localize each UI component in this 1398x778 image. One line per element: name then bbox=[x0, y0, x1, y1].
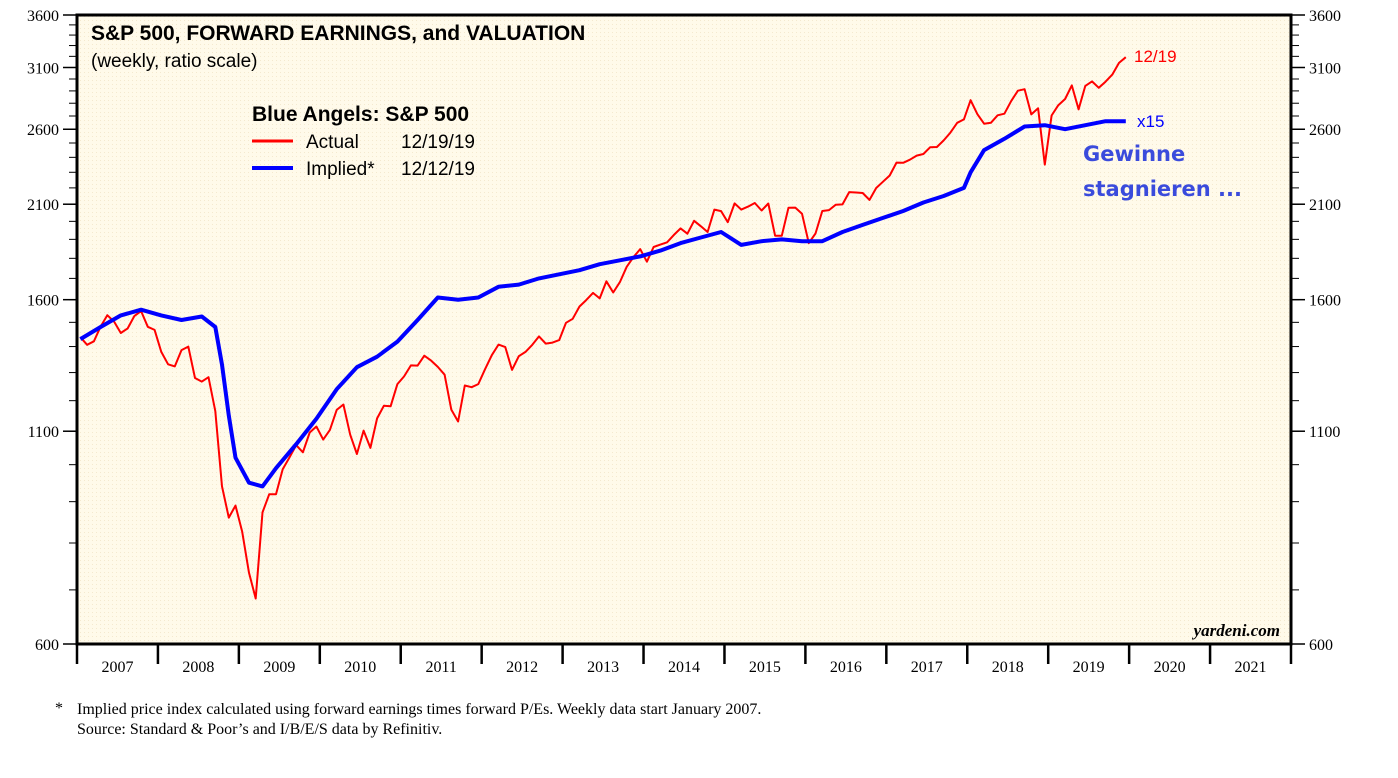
footnote-line-1: Implied price index calculated using for… bbox=[77, 701, 761, 718]
x-tick-label: 2016 bbox=[830, 659, 862, 676]
y-tick-label-left: 1100 bbox=[28, 424, 59, 441]
legend-date-actual: 12/19/19 bbox=[401, 132, 475, 153]
y-tick-label-right: 2100 bbox=[1309, 197, 1341, 214]
legend-label-actual: Actual bbox=[306, 132, 359, 153]
x-tick-label: 2014 bbox=[668, 659, 700, 676]
x-tick-label: 2008 bbox=[182, 659, 214, 676]
series-line-implied bbox=[79, 119, 1126, 489]
y-axis: 600 600 1100 1100 1600 1600 2100 2100 2600 2600 31… bbox=[27, 8, 1341, 654]
y-tick-label-right: 3600 bbox=[1309, 8, 1341, 25]
legend: Blue Angels: S&P 500 Actual 12/19/19 Imp… bbox=[252, 103, 475, 180]
footnote-line-2: Source: Standard & Poor’s and I/B/E/S da… bbox=[77, 721, 442, 738]
chart-subtitle: (weekly, ratio scale) bbox=[91, 51, 257, 72]
y-tick-label-left: 2600 bbox=[27, 122, 59, 139]
plot-border bbox=[75, 13, 1293, 646]
y-tick-label-right: 3100 bbox=[1309, 60, 1341, 77]
x-tick-label: 2010 bbox=[344, 659, 376, 676]
y-tick-label-left: 600 bbox=[35, 637, 59, 654]
series-lines bbox=[79, 56, 1127, 600]
x-tick-label: 2015 bbox=[749, 659, 781, 676]
x-axis: 2007 2008 2009 2010 2011 2012 2013 2014 2015 2016… bbox=[75, 644, 1293, 676]
chart-title: S&P 500, FORWARD EARNINGS, and VALUATION bbox=[91, 22, 585, 45]
x-tick-label: 2013 bbox=[587, 659, 619, 676]
x-tick-label: 2007 bbox=[101, 659, 133, 676]
watermark: yardeni.com bbox=[1192, 621, 1280, 640]
x-tick-label: 2018 bbox=[992, 659, 1024, 676]
y-tick-label-left: 2100 bbox=[27, 197, 59, 214]
implied-multiplier-label: x15 bbox=[1137, 112, 1164, 131]
x-tick-label: 2021 bbox=[1235, 659, 1267, 676]
series-line-actual bbox=[79, 56, 1127, 600]
x-tick-label: 2020 bbox=[1154, 659, 1186, 676]
x-tick-label: 2019 bbox=[1073, 659, 1105, 676]
legend-title: Blue Angels: S&P 500 bbox=[252, 103, 469, 126]
comment-line-2: stagnieren ... bbox=[1083, 177, 1242, 201]
x-tick-label: 2009 bbox=[263, 659, 295, 676]
y-tick-label-left: 3100 bbox=[27, 60, 59, 77]
x-tick-label: 2011 bbox=[425, 659, 456, 676]
y-tick-label-right: 600 bbox=[1309, 637, 1333, 654]
y-tick-label-right: 2600 bbox=[1309, 122, 1341, 139]
x-tick-label: 2012 bbox=[506, 659, 538, 676]
y-tick-label-left: 3600 bbox=[27, 8, 59, 25]
comment-line-1: Gewinne bbox=[1083, 142, 1185, 166]
y-tick-label-right: 1100 bbox=[1309, 424, 1340, 441]
plot-background bbox=[77, 15, 1291, 644]
y-tick-label-right: 1600 bbox=[1309, 293, 1341, 310]
x-tick-label: 2017 bbox=[911, 659, 943, 676]
legend-label-implied: Implied* bbox=[306, 159, 375, 180]
legend-date-implied: 12/12/19 bbox=[401, 159, 475, 180]
actual-end-label: 12/19 bbox=[1134, 47, 1177, 66]
footnote-marker: * bbox=[55, 700, 63, 717]
y-tick-label-left: 1600 bbox=[27, 293, 59, 310]
